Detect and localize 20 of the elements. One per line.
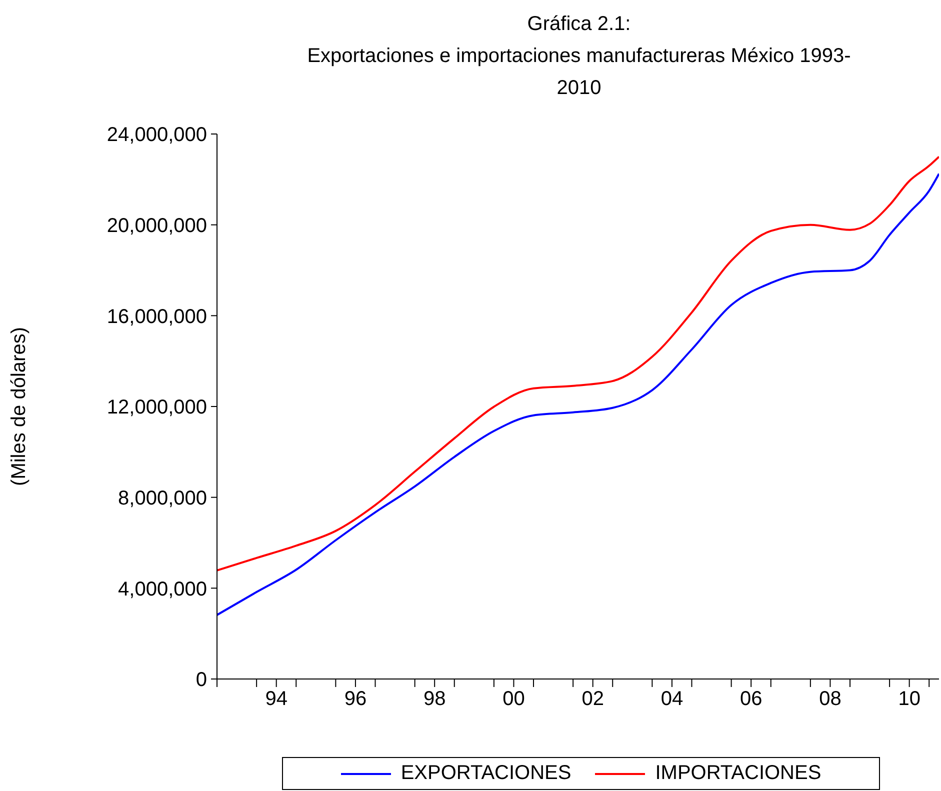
- legend-label: IMPORTACIONES: [655, 762, 822, 785]
- y-tick-label: 12,000,000: [106, 396, 207, 419]
- x-tick-label: 04: [660, 688, 684, 710]
- y-tick-label: 24,000,000: [106, 124, 207, 146]
- x-tick-label: 94: [265, 688, 288, 710]
- x-tick-label: 02: [582, 688, 604, 710]
- x-tick-label: 98: [423, 688, 446, 710]
- y-tick-label: 0: [196, 669, 207, 692]
- x-tick-label: 10: [898, 688, 920, 710]
- x-tick-label: 08: [819, 688, 842, 710]
- y-axis-title: (Miles de dólares): [8, 327, 31, 486]
- x-tick-label: 00: [502, 688, 525, 710]
- x-tick-label: 96: [344, 688, 367, 710]
- y-tick-label: 4,000,000: [118, 578, 207, 600]
- y-tick-label: 20,000,000: [106, 214, 207, 237]
- x-tick-label: 06: [740, 688, 762, 710]
- chart-title: Gráfica 2.1: Exportaciones e importaciones manufactureras México 1993- 2010: [306, 12, 852, 101]
- y-tick-label: 8,000,000: [118, 487, 207, 510]
- y-tick-label: 16,000,000: [106, 306, 207, 328]
- legend-label: EXPORTACIONES: [400, 762, 572, 785]
